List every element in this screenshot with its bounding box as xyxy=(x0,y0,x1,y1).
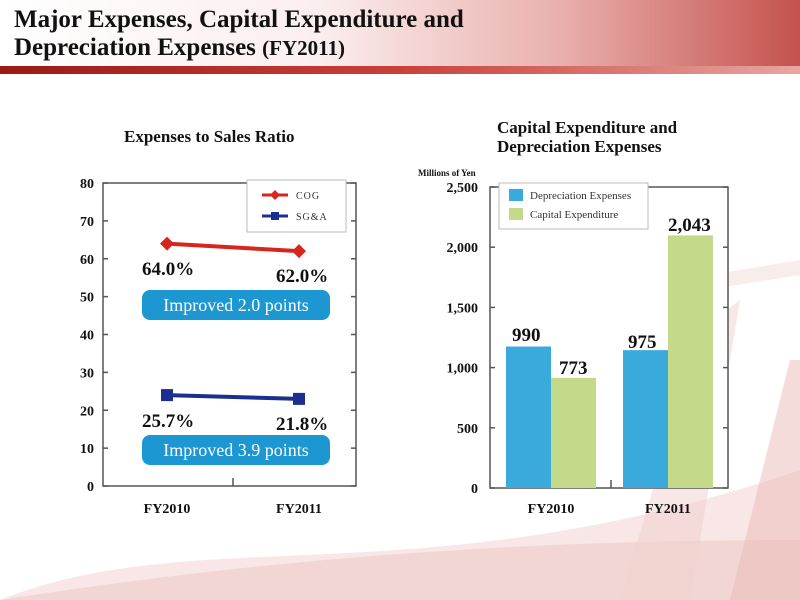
line-chart-legend-box xyxy=(246,179,347,233)
bar-chart-y-tick-label: 0 xyxy=(471,482,478,497)
bar-chart-title-line1: Capital Expenditure and xyxy=(497,118,678,137)
line-data-label: 62.0% xyxy=(276,266,328,287)
slide-title-line2: Depreciation Expenses xyxy=(14,34,256,61)
improved-cog-annotation: Improved 2.0 points xyxy=(142,290,330,320)
bar-chart-unit-label: Millions of Yen xyxy=(418,168,476,178)
header-band xyxy=(0,0,800,72)
bar-legend-label: Capital Expenditure xyxy=(530,209,618,221)
bar-legend-swatch xyxy=(509,189,523,201)
bar-0 xyxy=(506,346,551,488)
line-data-label: 21.8% xyxy=(276,414,328,435)
bar-chart-y-tick-label: 2,000 xyxy=(447,241,479,256)
line-series-0 xyxy=(166,241,300,254)
bar-chart-title: Capital Expenditure and Depreciation Exp… xyxy=(497,118,677,156)
bar-legend-label: Depreciation Expenses xyxy=(530,190,631,202)
line-chart-y-tick-label: 10 xyxy=(80,442,94,457)
bar-chart-y-tick-label: 1,000 xyxy=(447,362,479,377)
line-legend-label: SG&A xyxy=(296,212,328,223)
bar-legend-swatch xyxy=(509,208,523,220)
bar-data-label: 990 xyxy=(512,325,541,346)
line-chart-y-tick-label: 30 xyxy=(80,366,94,381)
line-chart-x-tick-label: FY2010 xyxy=(144,502,191,517)
bar-data-label: 773 xyxy=(559,358,588,379)
line-chart-y-tick-label: 50 xyxy=(80,291,94,306)
line-data-label: 25.7% xyxy=(142,411,194,432)
bar-chart-y-tick-label: 500 xyxy=(457,422,478,437)
line-point-marker xyxy=(161,389,173,402)
bar-chart-y-tick-label: 2,500 xyxy=(447,181,479,196)
slide-title-line1: Major Expenses, Capital Expenditure and xyxy=(14,6,464,33)
line-chart-y-tick-label: 0 xyxy=(87,480,94,495)
improved-sga-annotation: Improved 3.9 points xyxy=(142,435,330,465)
bar-chart-x-tick-label: FY2011 xyxy=(645,502,691,517)
bar-chart-legend-box xyxy=(498,182,649,230)
line-point-marker xyxy=(292,244,306,259)
line-chart-y-tick-label: 60 xyxy=(80,253,94,268)
bar-1 xyxy=(668,235,713,488)
line-legend-marker xyxy=(271,212,279,220)
line-chart-title: Expenses to Sales Ratio xyxy=(124,127,295,146)
line-legend-label: COG xyxy=(296,191,320,202)
slide-title-fy: (FY2011) xyxy=(262,36,345,60)
bar-1 xyxy=(551,377,596,488)
line-point-marker xyxy=(160,236,174,251)
line-chart-y-tick-label: 20 xyxy=(80,404,94,419)
line-legend-marker xyxy=(270,190,280,200)
bar-chart-y-tick-label: 1,500 xyxy=(447,301,479,316)
line-series-1 xyxy=(166,393,300,401)
header-underline xyxy=(0,66,800,74)
line-chart-y-tick-label: 70 xyxy=(80,215,94,230)
bar-chart-title-line2: Depreciation Expenses xyxy=(497,137,662,156)
bar-chart-x-tick-label: FY2010 xyxy=(528,502,575,517)
line-chart-y-tick-label: 40 xyxy=(80,329,94,344)
bar-data-label: 2,043 xyxy=(668,215,711,236)
line-data-label: 64.0% xyxy=(142,259,194,280)
line-chart-y-tick-label: 80 xyxy=(80,177,94,192)
bar-0 xyxy=(623,350,668,488)
line-chart-x-tick-label: FY2011 xyxy=(276,502,322,517)
slide-title: Major Expenses, Capital Expenditure and … xyxy=(14,6,464,62)
bar-data-label: 975 xyxy=(628,332,657,353)
line-point-marker xyxy=(293,392,305,405)
